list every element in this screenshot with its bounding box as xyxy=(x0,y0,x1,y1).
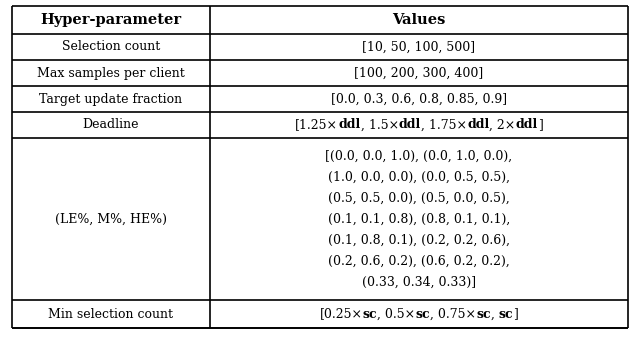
Text: [1.25×: [1.25× xyxy=(296,118,339,132)
Text: [100, 200, 300, 400]: [100, 200, 300, 400] xyxy=(355,66,484,79)
Text: sc: sc xyxy=(415,307,430,320)
Text: , 0.75×: , 0.75× xyxy=(430,307,476,320)
Text: Hyper-parameter: Hyper-parameter xyxy=(40,13,182,27)
Text: ddl: ddl xyxy=(399,118,421,132)
Text: sc: sc xyxy=(499,307,513,320)
Text: (1.0, 0.0, 0.0), (0.0, 0.5, 0.5),: (1.0, 0.0, 0.0), (0.0, 0.5, 0.5), xyxy=(328,171,510,184)
Text: (0.2, 0.6, 0.2), (0.6, 0.2, 0.2),: (0.2, 0.6, 0.2), (0.6, 0.2, 0.2), xyxy=(328,254,510,267)
Text: Deadline: Deadline xyxy=(83,118,140,132)
Text: Selection count: Selection count xyxy=(62,40,160,53)
Text: [10, 50, 100, 500]: [10, 50, 100, 500] xyxy=(362,40,476,53)
Text: , 1.5×: , 1.5× xyxy=(360,118,399,132)
Text: , 1.75×: , 1.75× xyxy=(421,118,467,132)
Text: sc: sc xyxy=(363,307,378,320)
Text: (0.1, 0.8, 0.1), (0.2, 0.2, 0.6),: (0.1, 0.8, 0.1), (0.2, 0.2, 0.6), xyxy=(328,234,510,247)
Text: , 2×: , 2× xyxy=(489,118,515,132)
Text: (0.5, 0.5, 0.0), (0.5, 0.0, 0.5),: (0.5, 0.5, 0.0), (0.5, 0.0, 0.5), xyxy=(328,192,510,205)
Text: ddl: ddl xyxy=(339,118,360,132)
Text: [(0.0, 0.0, 1.0), (0.0, 1.0, 0.0),: [(0.0, 0.0, 1.0), (0.0, 1.0, 0.0), xyxy=(325,149,513,162)
Text: (0.33, 0.34, 0.33)]: (0.33, 0.34, 0.33)] xyxy=(362,276,476,289)
Text: Max samples per client: Max samples per client xyxy=(37,66,185,79)
Text: [0.0, 0.3, 0.6, 0.8, 0.85, 0.9]: [0.0, 0.3, 0.6, 0.8, 0.85, 0.9] xyxy=(331,92,507,105)
Text: ]: ] xyxy=(538,118,543,132)
Text: ]: ] xyxy=(513,307,518,320)
Text: ddl: ddl xyxy=(467,118,489,132)
Text: (LE%, M%, HE%): (LE%, M%, HE%) xyxy=(55,212,167,225)
Text: Values: Values xyxy=(392,13,445,27)
Text: sc: sc xyxy=(476,307,491,320)
Text: Min selection count: Min selection count xyxy=(49,307,173,320)
Text: ,: , xyxy=(491,307,499,320)
Text: Target update fraction: Target update fraction xyxy=(40,92,182,105)
Text: (0.1, 0.1, 0.8), (0.8, 0.1, 0.1),: (0.1, 0.1, 0.8), (0.8, 0.1, 0.1), xyxy=(328,212,510,225)
Text: ddl: ddl xyxy=(515,118,538,132)
Text: [0.25×: [0.25× xyxy=(320,307,363,320)
Text: , 0.5×: , 0.5× xyxy=(378,307,415,320)
